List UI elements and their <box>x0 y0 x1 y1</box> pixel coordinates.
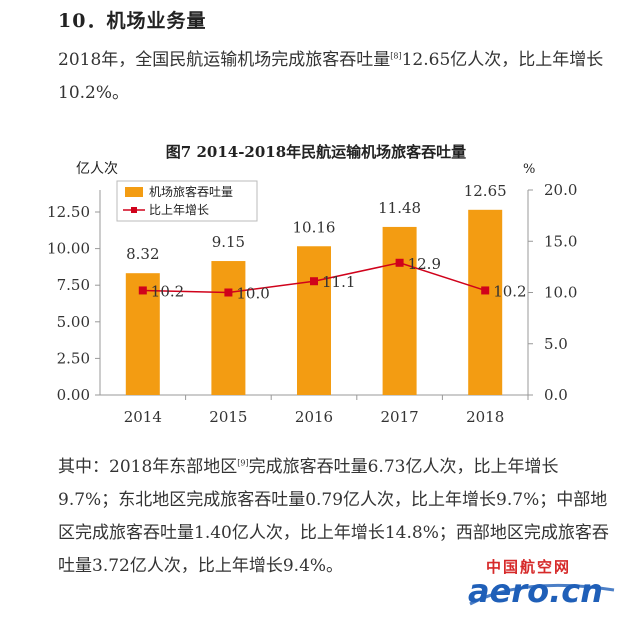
right-axis-unit-label: % <box>523 162 535 177</box>
x-tick-label: 2015 <box>209 408 247 426</box>
growth-value-label: 10.2 <box>151 282 184 300</box>
bar-2018 <box>468 209 503 395</box>
growth-point-2016 <box>310 277 318 286</box>
bar-value-label: 11.48 <box>378 199 421 217</box>
chart-title: 图7 2014-2018年民航运输机场旅客吞吐量 <box>166 143 466 161</box>
right-tick-label: 10.0 <box>544 284 577 302</box>
intro-text-pre: 2018年，全国民航运输机场完成旅客吞吐量 <box>58 50 391 70</box>
left-axis-unit-label: 亿人次 <box>76 161 118 177</box>
legend-line-marker <box>131 207 137 213</box>
intro-paragraph: 2018年，全国民航运输机场完成旅客吞吐量[8]12.65亿人次，比上年增长10… <box>58 44 618 110</box>
growth-value-label: 12.9 <box>408 255 441 273</box>
growth-value-label: 11.1 <box>322 273 355 291</box>
x-tick-label: 2018 <box>466 408 504 426</box>
growth-value-label: 10.2 <box>493 282 526 300</box>
legend-line-label: 比上年增长 <box>149 203 209 217</box>
growth-value-label: 10.0 <box>236 285 269 303</box>
bar-2015 <box>211 261 246 395</box>
watermark-swoosh-icon <box>469 583 615 606</box>
left-tick-label: 7.50 <box>57 276 90 294</box>
left-tick-label: 10.00 <box>47 240 90 258</box>
x-tick-label: 2016 <box>295 408 333 426</box>
watermark-cn-text: 中国航空网 <box>486 558 572 576</box>
left-tick-label: 0.00 <box>57 386 90 404</box>
regional-text-post: 完成旅客吞吐量6.73亿人次，比上年增长9.7%；东北地区完成旅客吞吐量0.79… <box>58 457 609 576</box>
right-tick-label: 0.0 <box>544 386 568 404</box>
legend-bar-swatch <box>125 187 143 197</box>
bar-2017 <box>382 226 417 395</box>
section-heading: 10．机场业务量 <box>58 10 207 32</box>
growth-point-2018 <box>481 286 490 295</box>
right-tick-label: 5.0 <box>544 335 568 353</box>
bar-value-label: 8.32 <box>126 245 159 263</box>
right-tick-label: 20.0 <box>544 181 577 199</box>
left-tick-label: 5.00 <box>57 313 90 331</box>
aero-cn-watermark: 中国航空网 aero.cn <box>464 556 624 612</box>
right-tick-label: 15.0 <box>544 232 577 250</box>
intro-text-post: 12.65亿人次，比上年增长10.2%。 <box>58 50 604 103</box>
bar-2016 <box>297 246 331 395</box>
watermark-en-text: aero.cn <box>468 572 603 610</box>
regional-text-pre: 其中：2018年东部地区 <box>58 457 238 477</box>
bar-value-label: 12.65 <box>464 182 507 200</box>
left-tick-label: 2.50 <box>57 349 90 367</box>
bar-value-label: 10.16 <box>293 218 336 236</box>
regional-paragraph: 其中：2018年东部地区[9]完成旅客吞吐量6.73亿人次，比上年增长9.7%；… <box>58 451 618 583</box>
x-tick-label: 2017 <box>381 408 419 426</box>
regional-footnote-ref[interactable]: [9] <box>237 458 249 468</box>
bar-value-label: 9.15 <box>212 233 245 251</box>
growth-point-2014 <box>138 286 147 295</box>
left-tick-label: 12.50 <box>47 203 90 221</box>
intro-footnote-ref[interactable]: [8] <box>390 51 402 61</box>
legend-bar-label: 机场旅客吞吐量 <box>149 184 233 199</box>
growth-point-2015 <box>224 288 233 297</box>
growth-point-2017 <box>395 258 404 267</box>
x-tick-label: 2014 <box>124 408 162 426</box>
